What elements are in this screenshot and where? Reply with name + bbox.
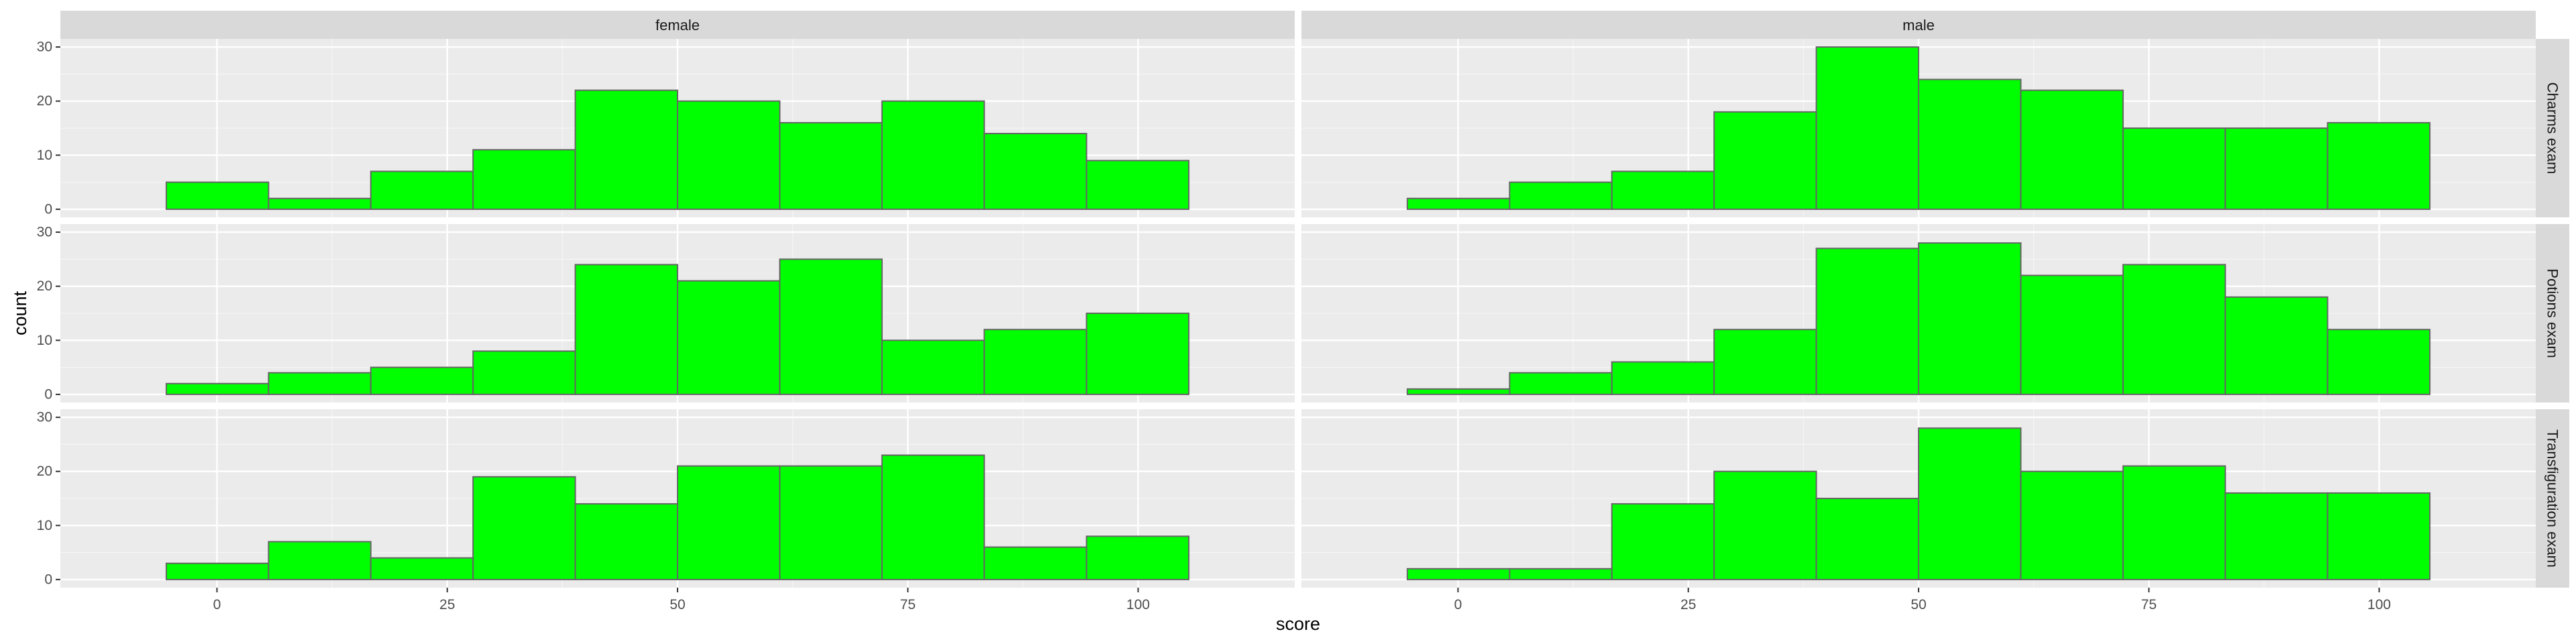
histogram-bar [2122,264,2226,395]
x-tick-label: 0 [1454,597,1462,612]
histogram-bar [1611,503,1715,580]
histogram-bar [2326,121,2431,210]
x-tick-label: 25 [1680,597,1696,612]
facet-strip-label-charms: Charms exam [2544,83,2561,174]
y-tick-label: 20 [37,93,52,109]
histogram-bar [1611,361,1715,395]
histogram-bar [268,541,372,580]
facet-strip-label-transfiguration: Transfiguration exam [2544,429,2561,568]
x-tick-label: 100 [1126,597,1150,612]
y-tick-label: 30 [37,40,52,55]
x-tick-label: 50 [669,597,685,612]
facet-strip-charms [2536,39,2569,217]
x-tick-label: 0 [213,597,221,612]
histogram-bar [165,382,270,395]
histogram-bar [1713,111,1817,210]
histogram-bar [881,454,985,580]
histogram-bar [2122,465,2226,580]
histogram-bar [472,476,576,580]
histogram-bar [1918,242,2022,395]
x-tick-label: 50 [1911,597,1926,612]
histogram-bar [574,89,678,210]
facet-strip-label-female: female [655,17,700,34]
x-tick-label: 25 [439,597,455,612]
histogram-bar [268,372,372,395]
histogram-bar [472,149,576,210]
histogram-bar [1918,78,2022,210]
histogram-bar [1918,427,2022,580]
facet-strip-label-male: male [1902,17,1935,34]
histogram-bar [268,197,372,210]
histogram-bar [1085,535,1190,580]
y-tick-label: 20 [37,464,52,479]
histogram-bar [1406,388,1511,395]
histogram-bar [2326,492,2431,580]
histogram-bar [1406,568,1511,580]
y-tick-label: 0 [44,201,52,217]
histogram-bar [2224,492,2328,580]
histogram-bar [472,350,576,395]
facet-strip-transfiguration [2536,409,2569,588]
histogram-bar [2020,274,2124,395]
histogram-bar [2020,89,2124,210]
y-tick-label: 10 [37,333,52,348]
histogram-bar [1509,568,1613,580]
y-tick-label: 0 [44,386,52,402]
histogram-bar [1815,498,1919,580]
histogram-bar [2122,127,2226,210]
y-tick-label: 10 [37,518,52,533]
facet-strip-potions [2536,224,2569,402]
x-tick-label: 75 [2141,597,2157,612]
histogram-bar [165,181,270,210]
y-tick-label: 20 [37,278,52,294]
histogram-bar [2020,470,2124,580]
panels-layer: 0 10 20 30 0 10 20 30 0 10 20 30 0 25 50 75 100 0 25 50 75 10… [37,39,2536,612]
x-tick-label: 75 [900,597,916,612]
histogram-bar [2224,127,2328,210]
histogram-bar [574,503,678,580]
histogram-bar [370,557,474,580]
x-axis-title: score [1276,614,1320,634]
histogram-bar [1713,329,1817,395]
histogram-bar [1713,470,1817,580]
histogram-bar [1085,313,1190,395]
histogram-bar [779,121,883,210]
histogram-bar [2326,329,2431,395]
histogram-bar [677,100,781,210]
histogram-bar [370,366,474,395]
histogram-bar [677,280,781,395]
histogram-bar [881,339,985,395]
facet-strip-female [60,11,1295,39]
facet-strip-male [1301,11,2536,39]
histogram-bar [983,133,1087,210]
y-tick-label: 30 [37,410,52,425]
histogram-bar [1611,170,1715,210]
histogram-bar [779,258,883,395]
histogram-bar [677,465,781,580]
histogram-bar [370,170,474,210]
histogram-bar [1815,46,1919,210]
histogram-bar [779,465,883,580]
y-tick-label: 30 [37,225,52,240]
x-tick-label: 100 [2367,597,2391,612]
histogram-bar [881,100,985,210]
histogram-bar [1815,248,1919,395]
y-axis-title: count [10,290,30,335]
histogram-bar [165,562,270,580]
histogram-bar [1509,181,1613,210]
histogram-bar [1406,197,1511,210]
histogram-bar [1509,372,1613,395]
histogram-bar [2224,296,2328,395]
histogram-bar [574,264,678,395]
histogram-bar [1085,160,1190,210]
y-tick-label: 0 [44,572,52,587]
histogram-bar [983,546,1087,580]
histogram-bar [983,329,1087,395]
y-tick-label: 10 [37,148,52,163]
facet-strip-label-potions: Potions exam [2544,268,2561,358]
